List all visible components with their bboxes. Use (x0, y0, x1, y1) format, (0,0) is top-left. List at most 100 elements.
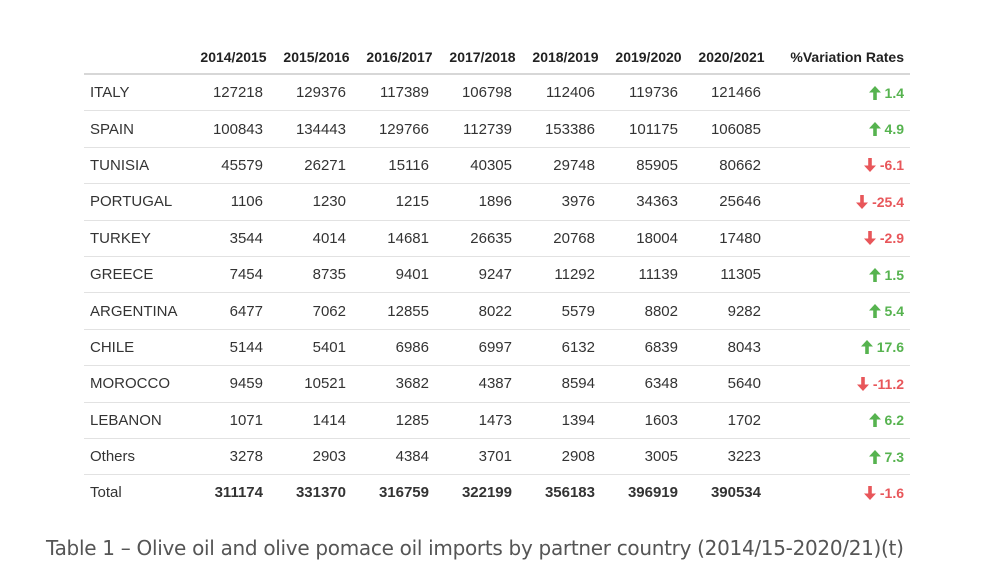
value-cell: 8802 (607, 292, 690, 330)
value-cell: 3278 (192, 438, 275, 476)
value-cell: 331370 (295, 484, 346, 502)
table-row: ITALY 127218 129376 117389 106798 112406 11973… (84, 74, 910, 112)
value-cell: 3223 (690, 438, 773, 476)
value-cell: 80662 (690, 147, 773, 185)
variation-value: -2.9 (879, 230, 904, 247)
value-cell: 101175 (607, 110, 690, 148)
value-cell: 1230 (275, 183, 358, 221)
header-variation-rates: %Variation Rates (773, 40, 910, 75)
variation-value: -11.2 (872, 375, 904, 392)
value-cell: 1702 (690, 402, 773, 439)
value-cell: 14681 (358, 220, 441, 257)
value-cell: 121466 (690, 74, 773, 112)
variation-value: 5.4 (884, 303, 904, 320)
value-cell: 117389 (358, 74, 441, 112)
header-2014-2015: 2014/2015 (192, 40, 275, 75)
table-row: TUNISIA 45579 26271 15116 40305 29748 85905 806… (84, 147, 910, 185)
value-cell: 45579 (192, 147, 275, 185)
country-cell: TURKEY (84, 220, 192, 257)
header-row: 2014/2015 2015/2016 2016/2017 2017/2018 … (84, 40, 910, 75)
variation-cell: -1.6 (773, 475, 910, 511)
variation-cell: 7.3 (773, 438, 910, 476)
country-cell: SPAIN (84, 110, 192, 148)
value-cell: 1603 (607, 402, 690, 439)
table-row: CHILE 5144 5401 6986 6997 6132 6839 8043 17.6 (84, 329, 910, 367)
header-country (84, 40, 192, 75)
header-2015-2016: 2015/2016 (275, 40, 358, 75)
value-cell: 9459 (192, 365, 275, 403)
value-cell: 12855 (358, 292, 441, 330)
value-cell: 1215 (358, 183, 441, 221)
value-cell: 322199 (461, 484, 512, 502)
value-cell: 4387 (441, 365, 524, 403)
header-2018-2019: 2018/2019 (524, 40, 607, 75)
value-cell: 316759 (378, 484, 429, 502)
value-cell: 1414 (275, 402, 358, 439)
value-cell: 153386 (524, 110, 607, 148)
value-cell: 106085 (690, 110, 773, 148)
value-cell: 7062 (275, 292, 358, 330)
country-cell: TUNISIA (84, 147, 192, 185)
variation-value: 7.3 (884, 448, 904, 465)
arrow-up-icon (868, 304, 881, 319)
value-cell: 3976 (524, 183, 607, 221)
value-cell: 100843 (192, 110, 275, 148)
variation-value: 17.6 (876, 339, 904, 356)
value-cell: 2903 (275, 438, 358, 476)
value-cell: 4384 (358, 438, 441, 476)
variation-cell: -11.2 (773, 365, 910, 403)
imports-table: 2014/2015 2015/2016 2016/2017 2017/2018 … (84, 40, 910, 511)
value-cell: 134443 (275, 110, 358, 148)
value-cell: 390534 (710, 484, 761, 502)
value-cell: 1071 (192, 402, 275, 439)
variation-value: 6.2 (884, 412, 904, 429)
arrow-down-icon (856, 194, 869, 209)
value-cell: 311174 (214, 484, 263, 502)
table-row: LEBANON 1071 1414 1285 1473 1394 1603 1702 6.2 (84, 402, 910, 439)
value-cell: 18004 (607, 220, 690, 257)
value-cell: 6477 (192, 292, 275, 330)
value-cell: 29748 (524, 147, 607, 185)
value-cell: 1285 (358, 402, 441, 439)
value-cell: 26635 (441, 220, 524, 257)
arrow-up-icon (868, 267, 881, 282)
value-cell: 25646 (690, 183, 773, 221)
value-cell: 356183 (544, 484, 595, 502)
table-row: Others 3278 2903 4384 3701 2908 3005 3223 7.3 (84, 438, 910, 476)
value-cell: 6986 (358, 329, 441, 367)
arrow-up-icon (868, 85, 881, 100)
arrow-up-icon (868, 449, 881, 464)
value-cell: 34363 (607, 183, 690, 221)
country-cell: GREECE (84, 256, 192, 294)
table-row: PORTUGAL 1106 1230 1215 1896 3976 34363 25646 -2… (84, 183, 910, 221)
value-cell: 1896 (441, 183, 524, 221)
value-cell: 11292 (524, 256, 607, 294)
variation-value: -1.6 (879, 484, 904, 501)
value-cell: 396919 (627, 484, 678, 502)
value-cell: 5640 (690, 365, 773, 403)
value-cell: 129376 (275, 74, 358, 112)
value-cell: 11305 (690, 256, 773, 294)
header-2016-2017: 2016/2017 (358, 40, 441, 75)
arrow-up-icon (868, 413, 881, 428)
value-cell: 112739 (441, 110, 524, 148)
country-cell: LEBANON (84, 402, 192, 439)
value-cell: 6839 (607, 329, 690, 367)
value-cell: 3544 (192, 220, 275, 257)
variation-cell: 5.4 (773, 292, 910, 330)
variation-value: 4.9 (884, 121, 904, 138)
table-row: GREECE 7454 8735 9401 9247 11292 11139 11305 1.5 (84, 256, 910, 294)
value-cell: 10521 (275, 365, 358, 403)
total-row: Total 311174 331370 316759 322199 356183 39691… (84, 475, 910, 511)
value-cell: 8043 (690, 329, 773, 367)
value-cell: 3005 (607, 438, 690, 476)
value-cell: 17480 (690, 220, 773, 257)
value-cell: 9247 (441, 256, 524, 294)
country-cell: PORTUGAL (84, 183, 192, 221)
table-body: ITALY 127218 129376 117389 106798 112406 11973… (84, 74, 910, 511)
variation-cell: -6.1 (773, 147, 910, 185)
arrow-down-icon (856, 376, 869, 391)
table-row: MOROCCO 9459 10521 3682 4387 8594 6348 5640 -11.… (84, 365, 910, 403)
table-row: TURKEY 3544 4014 14681 26635 20768 18004 17480 -… (84, 220, 910, 257)
table-row: ARGENTINA 6477 7062 12855 8022 5579 8802 9282 5.… (84, 292, 910, 330)
